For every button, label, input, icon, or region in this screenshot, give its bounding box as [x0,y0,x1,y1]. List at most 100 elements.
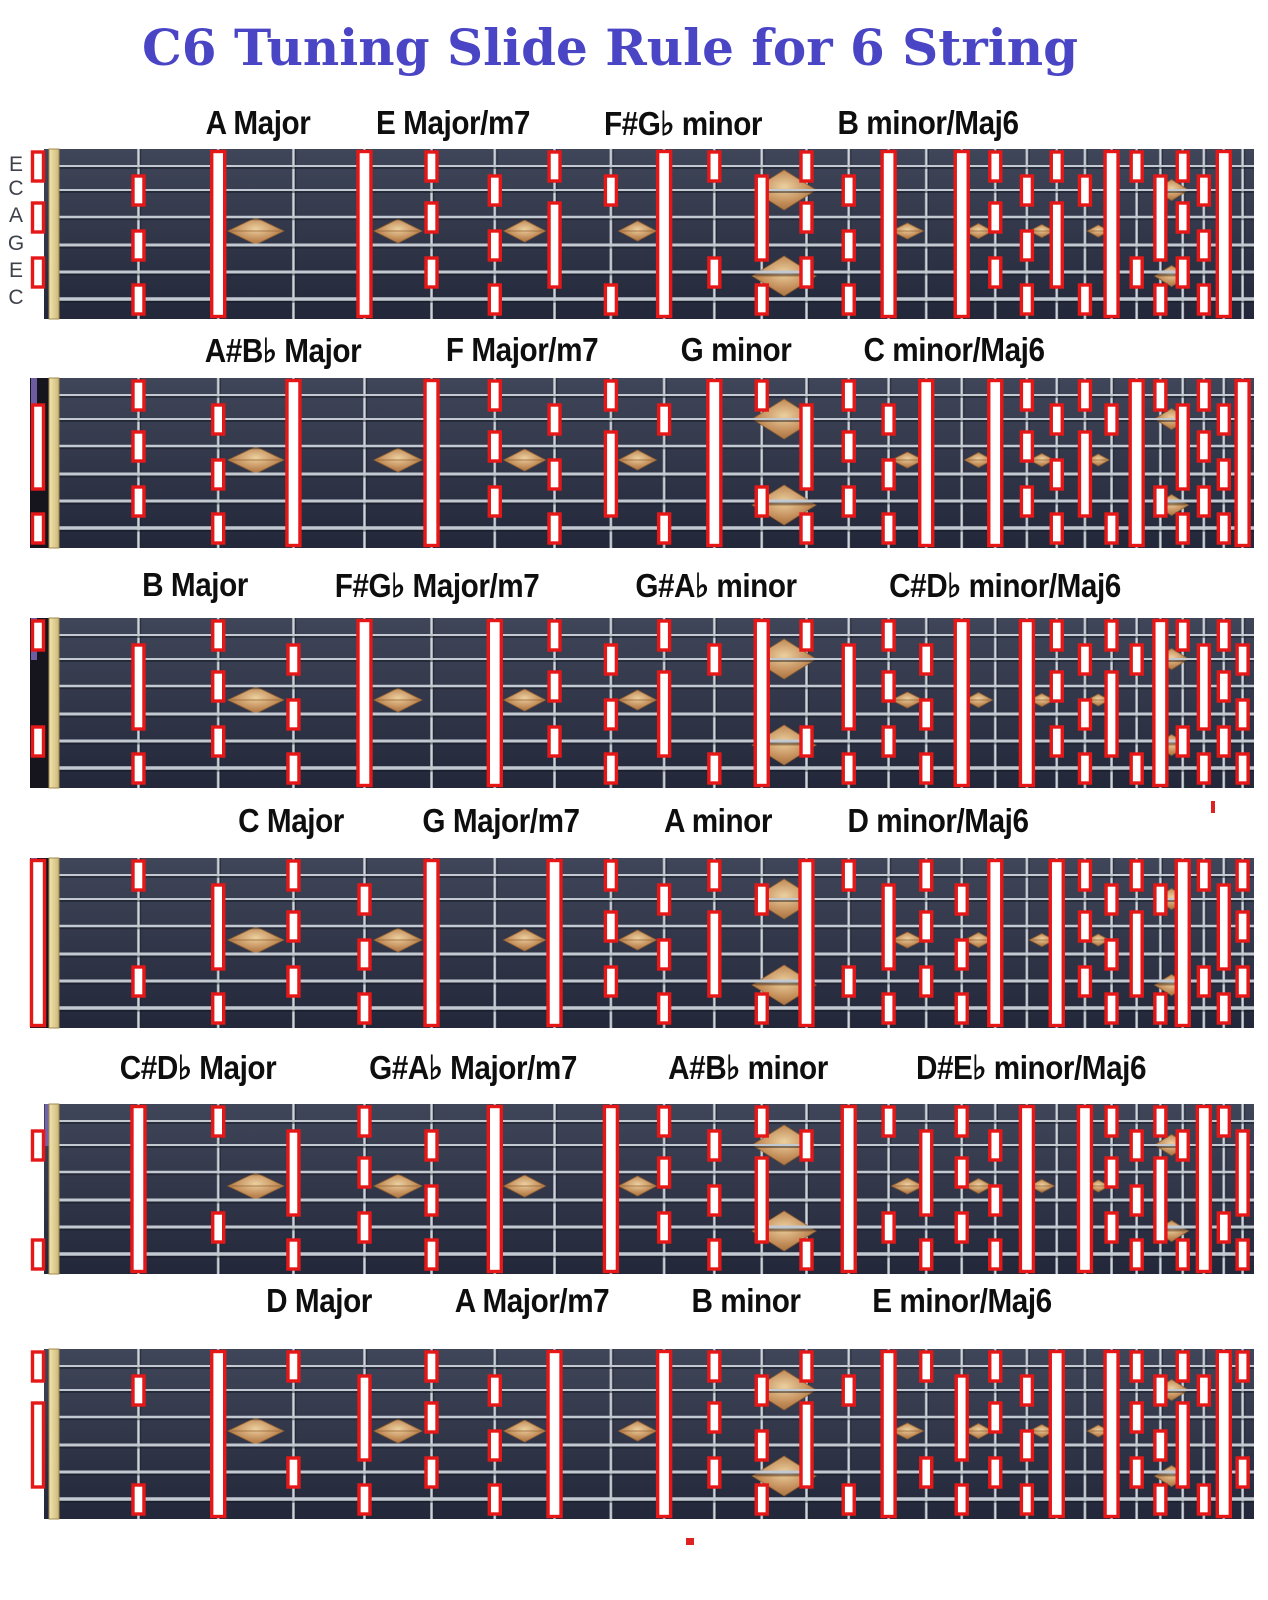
chord-marker [707,1401,722,1434]
chord-label-row4-4: D minor/Maj6 [847,802,1029,839]
chord-marker [919,1350,934,1383]
chord-marker [881,458,896,491]
chord-marker [707,1238,722,1271]
chord-marker [988,1129,1003,1162]
chord-label-row3-1: B Major [142,566,248,603]
chord-marker [919,859,934,892]
chord-label-row4-1: C Major [238,802,344,839]
chord-marker [1216,1211,1231,1244]
chord-marker [30,256,46,289]
fret-wire [136,1349,140,1519]
chord-marker [603,283,619,316]
chord-marker [1153,283,1168,316]
chord-label-row4-2: G Major/m7 [422,802,580,839]
chord-marker [988,1184,1003,1217]
chord-marker [487,485,503,518]
chord-marker [487,283,503,316]
chord-marker [1235,1129,1250,1217]
string-label-6: C [8,286,24,309]
chord-marker [754,174,769,262]
guitar-string [58,684,1254,688]
chord-marker [603,859,619,892]
chord-marker [1077,643,1093,676]
chord-marker [754,992,769,1025]
chord-marker [954,883,969,916]
chord-marker [1019,283,1035,316]
chord-marker [754,379,769,412]
chord-marker [1049,619,1064,652]
fret-wire [805,149,808,319]
chord-marker [656,1105,672,1138]
chord-marker [209,1349,227,1519]
guitar-string [58,418,1254,420]
chord-marker [707,1184,722,1217]
chord-marker [1175,201,1190,234]
chord-marker [210,619,226,652]
chord-marker [1195,1104,1213,1274]
chord-marker [1196,283,1212,316]
fret-wire [712,1349,716,1519]
chord-marker [841,430,856,463]
chord-marker [841,752,856,785]
chord-marker [30,1129,46,1162]
fret-wire [805,618,808,788]
chord-marker [487,1429,503,1462]
guitar-string [58,1225,1254,1229]
nut [48,1348,60,1520]
string-label-4: G [7,232,25,255]
chord-marker [131,1483,146,1516]
chord-label-row4-3: A minor [664,802,772,839]
chord-marker [1048,1349,1065,1519]
chord-marker [1234,378,1251,548]
chord-marker [953,618,970,788]
chord-marker [1235,643,1250,676]
fret-wire [1110,1104,1114,1274]
chord-marker [1153,883,1168,916]
chord-marker [1049,150,1064,183]
chord-marker [754,1429,769,1462]
chord-marker [1077,859,1093,892]
chord-marker [988,1350,1003,1383]
chord-marker [1153,1156,1168,1244]
chord-marker [1103,1349,1120,1519]
chord-marker [487,430,503,463]
chord-marker [286,1129,301,1217]
chord-marker [131,965,146,998]
chord-marker [131,752,146,785]
chord-marker [547,150,562,183]
guitar-string [58,658,1254,660]
guitar-string [58,1006,1254,1010]
chord-marker [210,458,226,491]
chord-marker [356,618,373,788]
fret-wire [1135,618,1139,788]
chord-marker [1019,1374,1035,1407]
chord-marker [841,229,856,262]
chord-marker [1129,1456,1144,1489]
chord-marker [210,725,226,758]
chord-marker [707,1129,722,1162]
chord-marker [210,403,226,436]
chord-marker [1077,283,1093,316]
fret-wire [1083,858,1087,1028]
fret-wire [291,1349,295,1519]
chord-label-row5-2: G#A♭ Major/m7 [369,1049,577,1086]
chord-marker [1153,1429,1168,1462]
chord-marker [1129,643,1144,676]
chord-marker [286,643,301,676]
fret-wire [136,378,140,548]
fret-wire [847,1349,851,1519]
chord-marker [1153,1483,1168,1516]
chord-label-row1-1: A Major [205,104,311,141]
fret-wire [760,858,764,1028]
chord-marker [357,883,372,916]
chord-marker [1196,485,1212,518]
board-edge-sliver [31,378,37,420]
chord-marker [357,1211,372,1244]
chord-marker [547,458,562,491]
nut [48,377,60,549]
nut [48,148,60,320]
chord-marker [841,485,856,518]
chord-marker [987,858,1004,1028]
chord-marker [881,512,896,545]
chord-marker [841,1374,856,1407]
